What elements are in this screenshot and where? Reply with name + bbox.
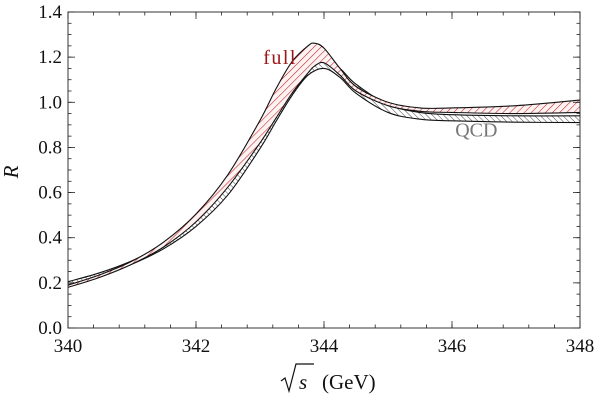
series-bands: [68, 42, 580, 288]
annotation-qcd: QCD: [455, 119, 497, 141]
band-full: [68, 42, 580, 288]
x-tick-label: 344: [310, 336, 339, 357]
y-tick-label: 1.4: [38, 2, 62, 23]
y-tick-label: 0.0: [38, 318, 62, 339]
y-tick-label: 0.8: [38, 137, 62, 158]
x-tick-label: 342: [182, 336, 211, 357]
y-axis-label: R: [0, 165, 23, 179]
y-tick-label: 0.2: [38, 273, 62, 294]
x-tick-label: 346: [438, 336, 467, 357]
annotation-full: full: [263, 47, 297, 69]
band-qcd-lower-line: [68, 67, 580, 286]
x-tick-label: 340: [54, 336, 83, 357]
sqrt-symbol: [280, 363, 314, 394]
band-full-upper-line: [68, 42, 580, 286]
x-tick-label: 348: [566, 336, 595, 357]
band-full-lower-line: [68, 61, 580, 288]
y-tick-label: 1.0: [38, 92, 62, 113]
x-axis-label-symbol: s: [299, 370, 307, 394]
x-axis-label-unit: (GeV): [322, 370, 376, 394]
y-tick-label: 1.2: [38, 47, 62, 68]
y-tick-label: 0.4: [38, 228, 62, 249]
x-axis-label: s (GeV): [280, 363, 376, 394]
y-tick-label: 0.6: [38, 183, 62, 204]
band-qcd: [68, 58, 580, 286]
band-qcd-upper-line: [68, 57, 580, 283]
axis-ticks: 340 342 344 346 348 0.0 0.2 0.4 0.6 0.8 1.0 1.2 1.4: [38, 2, 594, 357]
